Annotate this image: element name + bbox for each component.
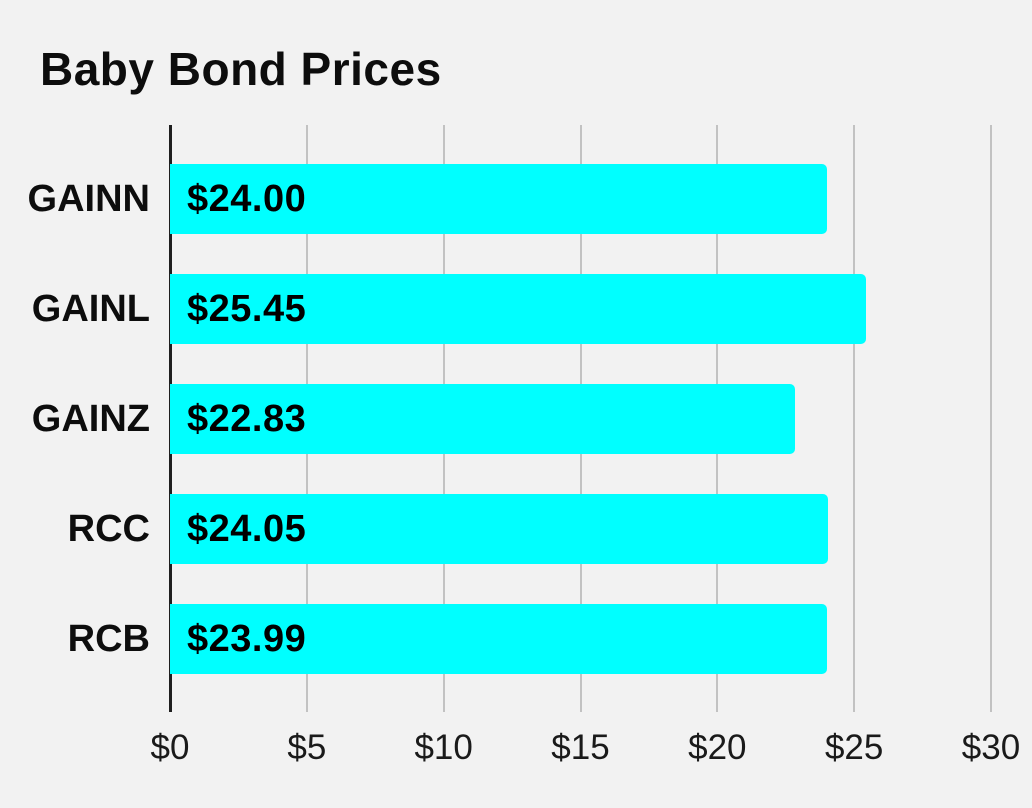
chart-title: Baby Bond Prices	[40, 43, 442, 95]
bar-value-label: $22.83	[187, 398, 307, 440]
category-label-gainz: GAINZ	[31, 398, 150, 440]
x-axis-tick-label: $20	[688, 728, 747, 767]
bar-gainz	[170, 384, 795, 454]
category-label-rcb: RCB	[67, 618, 150, 660]
x-axis-tick-label: $0	[150, 728, 190, 767]
bar-value-label: $24.05	[187, 508, 307, 550]
category-label-gainl: GAINL	[31, 288, 150, 330]
bar-rcc	[170, 494, 828, 564]
bar-value-label: $23.99	[187, 618, 307, 660]
bar-value-label: $25.45	[187, 288, 307, 330]
x-axis-tick-label: $5	[287, 728, 327, 767]
x-axis-tick-label: $15	[551, 728, 610, 767]
category-label-rcc: RCC	[67, 508, 150, 550]
x-axis-tick-label: $25	[824, 728, 884, 767]
bar-gainn	[170, 164, 827, 234]
bar-value-label: $24.00	[187, 178, 307, 220]
category-label-gainn: GAINN	[27, 178, 150, 220]
bar-rcb	[170, 604, 827, 674]
x-axis-tick-label: $30	[961, 728, 1021, 767]
gridline	[990, 125, 992, 712]
bar-gainl	[170, 274, 866, 344]
x-axis-tick-label: $10	[414, 728, 473, 767]
gridline	[853, 125, 856, 712]
